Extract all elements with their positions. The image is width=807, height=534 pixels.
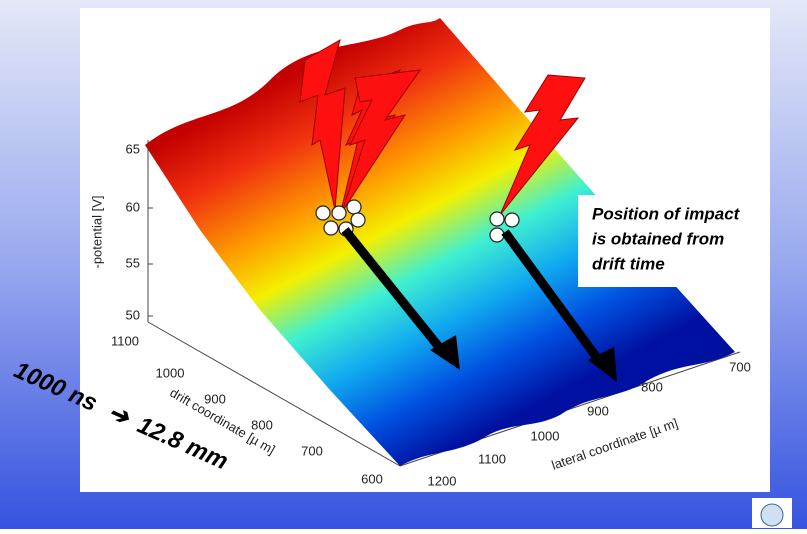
- lateral-tick-label: 1000: [531, 428, 560, 443]
- z-axis-label: -potential [V]: [89, 196, 104, 269]
- lateral-tick-label: 1200: [428, 473, 457, 488]
- annotation-line: drift time: [592, 254, 665, 273]
- lateral-tick-label: 1100: [478, 451, 506, 466]
- lateral-tick-label: 900: [587, 403, 609, 418]
- drift-arrows: [341, 227, 617, 382]
- drift-tick-label: 600: [361, 471, 383, 486]
- annotation-line: is obtained from: [592, 229, 724, 248]
- drift-tick-label: 900: [204, 391, 226, 406]
- lightning: [299, 38, 586, 216]
- drift-tick-label: 700: [301, 443, 323, 458]
- annotation-box: [578, 195, 768, 287]
- z-tick-label: 65: [126, 141, 140, 156]
- z-tick-label: 60: [126, 199, 140, 214]
- drift-tick-label: 1000: [156, 365, 185, 380]
- potential-surface: [145, 18, 735, 466]
- drift-tick-label: 1100: [111, 333, 139, 348]
- impact-points: [315, 199, 520, 243]
- z-tick-label: 55: [126, 255, 140, 270]
- z-tick-label: 50: [126, 307, 140, 322]
- drift-tick-label: 800: [251, 417, 273, 432]
- lateral-tick-label: 800: [641, 379, 663, 394]
- annotation-line: Position of impact: [592, 204, 741, 223]
- logo-emblem: [760, 503, 784, 527]
- lateral-tick-label: 700: [729, 359, 751, 374]
